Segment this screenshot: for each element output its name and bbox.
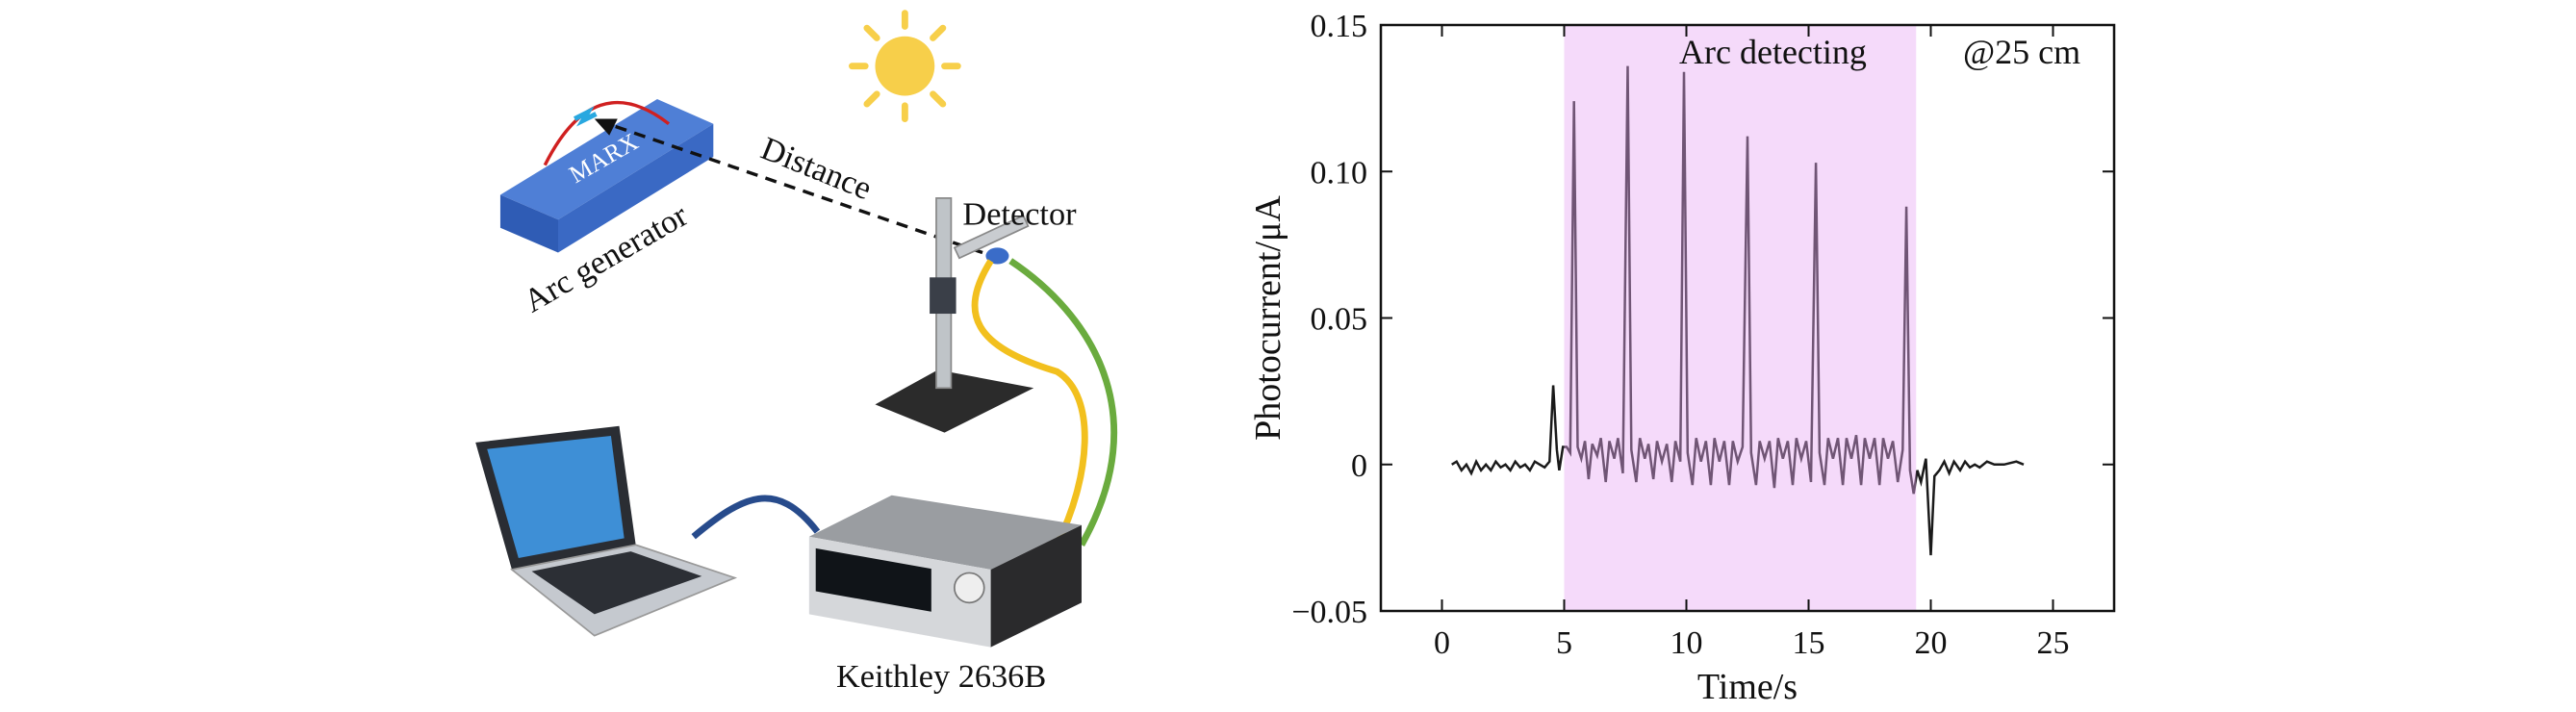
data-line (1451, 65, 2025, 556)
x-axis-label: Time/s (1697, 667, 1798, 707)
laptop (475, 425, 738, 637)
x-tick-label: 15 (1793, 625, 1825, 661)
stand (875, 197, 1034, 433)
x-tick-label: 25 (2037, 625, 2070, 661)
y-axis-label: Photocurrent/μA (1248, 195, 1288, 441)
x-tick-label: 5 (1556, 625, 1572, 661)
highlight-region (1564, 25, 1917, 611)
y-tick-label: 0.10 (1311, 155, 1368, 191)
y-tick-label: 0.05 (1311, 302, 1368, 338)
instrument (808, 495, 1082, 648)
distance-label: Distance (756, 130, 878, 207)
x-tick-label: 0 (1434, 625, 1450, 661)
y-tick-label: 0.15 (1311, 9, 1368, 44)
annotation: Arc detecting (1679, 33, 1867, 71)
green-cable (1008, 258, 1118, 547)
instrument-label: Keithley 2636B (836, 658, 1046, 695)
detector-label: Detector (962, 195, 1077, 232)
spark (574, 106, 598, 127)
setup-diagram: MARX Distance Arc generator Detector (475, 10, 1118, 695)
marx-box (499, 98, 714, 253)
arc (543, 100, 671, 166)
x-tick-label: 10 (1671, 625, 1703, 661)
usb-cable (691, 495, 821, 540)
annotation: @25 cm (1963, 33, 2080, 71)
x-tick-label: 20 (1915, 625, 1948, 661)
distance-line (606, 122, 983, 255)
sun (849, 10, 961, 122)
y-tick-label: −0.05 (1291, 595, 1367, 630)
y-tick-label: 0 (1351, 448, 1367, 484)
yellow-cable (971, 259, 1088, 547)
arrow-head (594, 118, 618, 136)
